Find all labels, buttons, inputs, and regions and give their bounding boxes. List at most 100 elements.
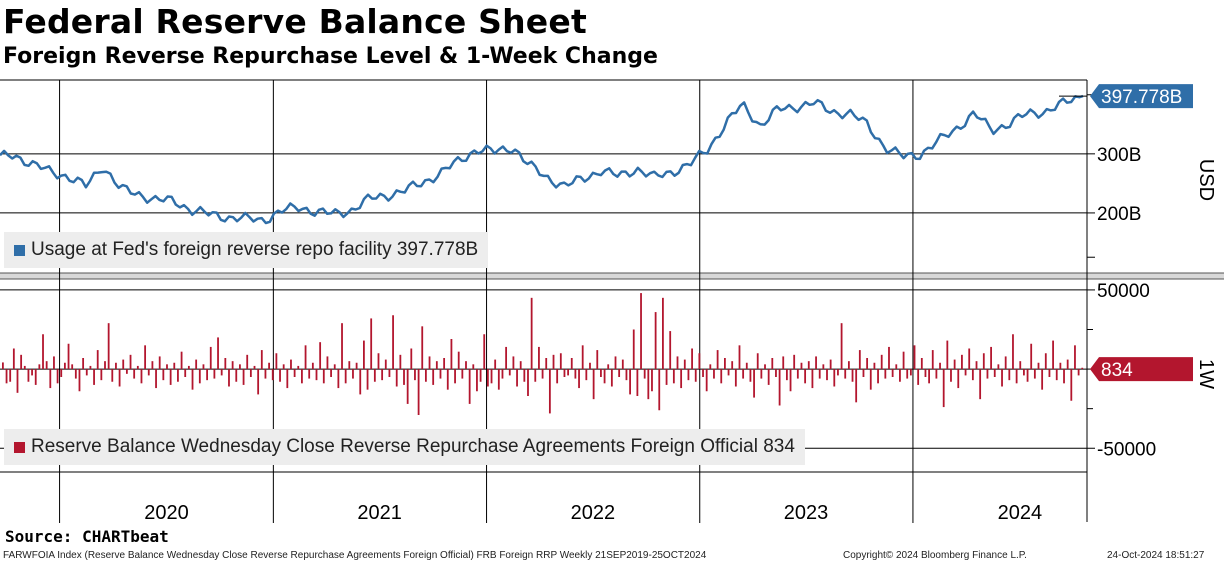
change-bar [585,369,588,381]
change-bar [749,369,752,382]
change-bar [815,356,817,370]
change-bar [290,359,292,370]
change-bar [271,369,274,381]
change-bar [559,353,562,370]
change-bar [1026,369,1029,382]
change-bar [574,369,577,379]
change-last-value-tag [1090,357,1193,382]
change-bar [16,369,19,393]
change-bar [986,369,989,379]
source-label: Source: CHARTbeat [5,527,169,546]
change-bar [341,323,343,370]
change-bar [1048,369,1051,377]
change-bar [683,359,686,370]
change-bar [414,369,416,381]
level-last-value-label: 397.778B [1101,87,1182,108]
change-bar [764,364,766,370]
change-bar [818,369,821,379]
change-bar [49,369,52,389]
change-bar [603,369,606,384]
change-bar [713,369,715,379]
change-bar [363,340,365,370]
change-bar [643,369,646,379]
change-bar [990,346,992,370]
change-bar [140,369,143,384]
change-bar [851,369,854,382]
change-bar [428,356,431,370]
change-bar [880,354,883,370]
change-bar [282,364,285,370]
change-bar [906,369,909,379]
change-legend-label: Reserve Balance Wednesday Close Reverse … [31,436,795,457]
change-bar [840,323,843,370]
y-tick-label: 300B [1097,145,1141,166]
change-bar [231,361,234,370]
level-legend: Usage at Fed's foreign reverse repo faci… [4,232,489,268]
change-bar [541,369,544,379]
change-bar [322,369,325,384]
change-bar [651,369,653,392]
change-bar [796,369,799,379]
y-tick-label: -50000 [1097,439,1156,460]
change-bar [1055,369,1058,381]
change-bar [953,359,956,370]
change-bar [1001,369,1003,387]
change-bar [767,369,770,385]
change-bar [939,362,941,370]
change-bar [82,358,85,370]
change-bar [439,369,442,379]
change-bar [71,364,74,370]
change-bar [417,369,420,415]
change-bar [548,369,551,414]
change-last-value-label: 834 [1101,360,1133,381]
change-bar [377,353,380,370]
change-bar [895,364,898,370]
change-bar [490,369,493,384]
change-bar [384,359,387,370]
x-tick-label: 2021 [357,502,402,524]
change-bar [982,353,985,370]
change-bar [647,369,650,400]
change-bar [680,369,683,389]
change-bar [1044,353,1047,370]
change-bar [275,353,278,370]
change-bar [610,369,613,387]
level-last-value-tag [1090,84,1193,109]
change-bar [654,312,657,370]
change-bar [348,361,351,370]
change-bar [975,361,978,370]
level-legend-label: Usage at Fed's foreign reverse repo faci… [31,239,479,260]
change-bar [326,356,329,370]
change-bar [111,369,114,382]
change-bar [12,348,15,370]
change-bar [858,350,861,370]
change-bar [373,369,376,382]
change-bar [100,369,103,381]
change-bar [997,364,1000,370]
change-bar [501,369,504,379]
change-bar [1012,334,1014,370]
change-bar [177,369,179,382]
change-bar [388,369,391,377]
change-bar [1077,369,1080,376]
change-bar [206,369,208,381]
change-bar [570,358,573,370]
change-bar [902,351,905,370]
level-series-line [0,94,1084,225]
change-bar [745,362,748,370]
change-bar [556,369,559,384]
change-bar [833,369,836,387]
chart-title: Federal Reserve Balance Sheet [3,2,587,41]
change-bar [144,345,147,370]
change-bar [330,369,332,377]
change-bar [877,369,879,384]
change-bar [1033,369,1036,379]
change-bar [793,354,796,370]
change-bar [180,351,183,370]
change-bar [370,318,373,370]
x-tick-label: 2024 [998,502,1043,524]
change-bar [968,348,971,370]
change-bar [359,369,362,395]
change-bar [589,362,591,370]
change-bar [720,369,723,384]
